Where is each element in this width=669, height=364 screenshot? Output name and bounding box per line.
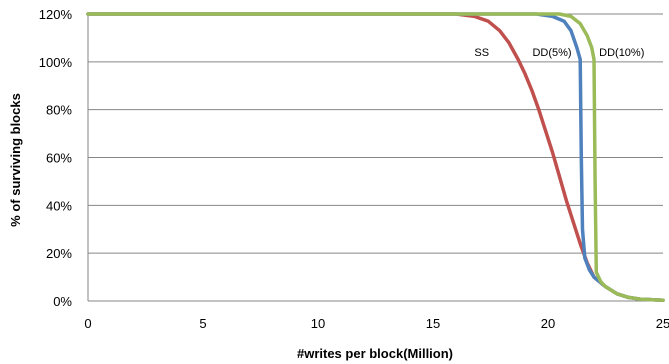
grid-layer	[88, 13, 663, 302]
x-tick-label: 5	[199, 316, 206, 331]
y-tick-label: 80%	[46, 103, 72, 118]
x-tick-label: 20	[541, 316, 555, 331]
series-layer	[86, 12, 665, 303]
y-tick-label: 120%	[39, 7, 73, 22]
x-tick-label: 25	[656, 316, 669, 331]
series-label-2: DD(10%)	[599, 47, 644, 59]
y-tick-label: 60%	[46, 151, 72, 166]
x-tick-label: 0	[84, 316, 91, 331]
series-line-2	[86, 12, 665, 303]
y-tick-label: 0%	[53, 294, 72, 309]
series-label-1: DD(5%)	[532, 47, 571, 59]
x-tick-label: 10	[311, 316, 325, 331]
series-label-layer: SS DD(5%) DD(10%)	[474, 47, 644, 59]
x-axis-title: #writes per block(Million)	[297, 346, 453, 361]
x-tick-label: 15	[426, 316, 440, 331]
y-tick-label: 100%	[39, 55, 73, 70]
y-axis-title: % of surviving blocks	[8, 93, 23, 227]
y-tick-label: 20%	[46, 246, 72, 261]
y-tick-label: 40%	[46, 198, 72, 213]
axis-layer	[87, 14, 663, 302]
tick-label-layer: 0% 20% 40% 60% 80% 100% 120% 0 5 10 15 20 25	[39, 7, 669, 331]
series-label-0: SS	[474, 47, 489, 59]
